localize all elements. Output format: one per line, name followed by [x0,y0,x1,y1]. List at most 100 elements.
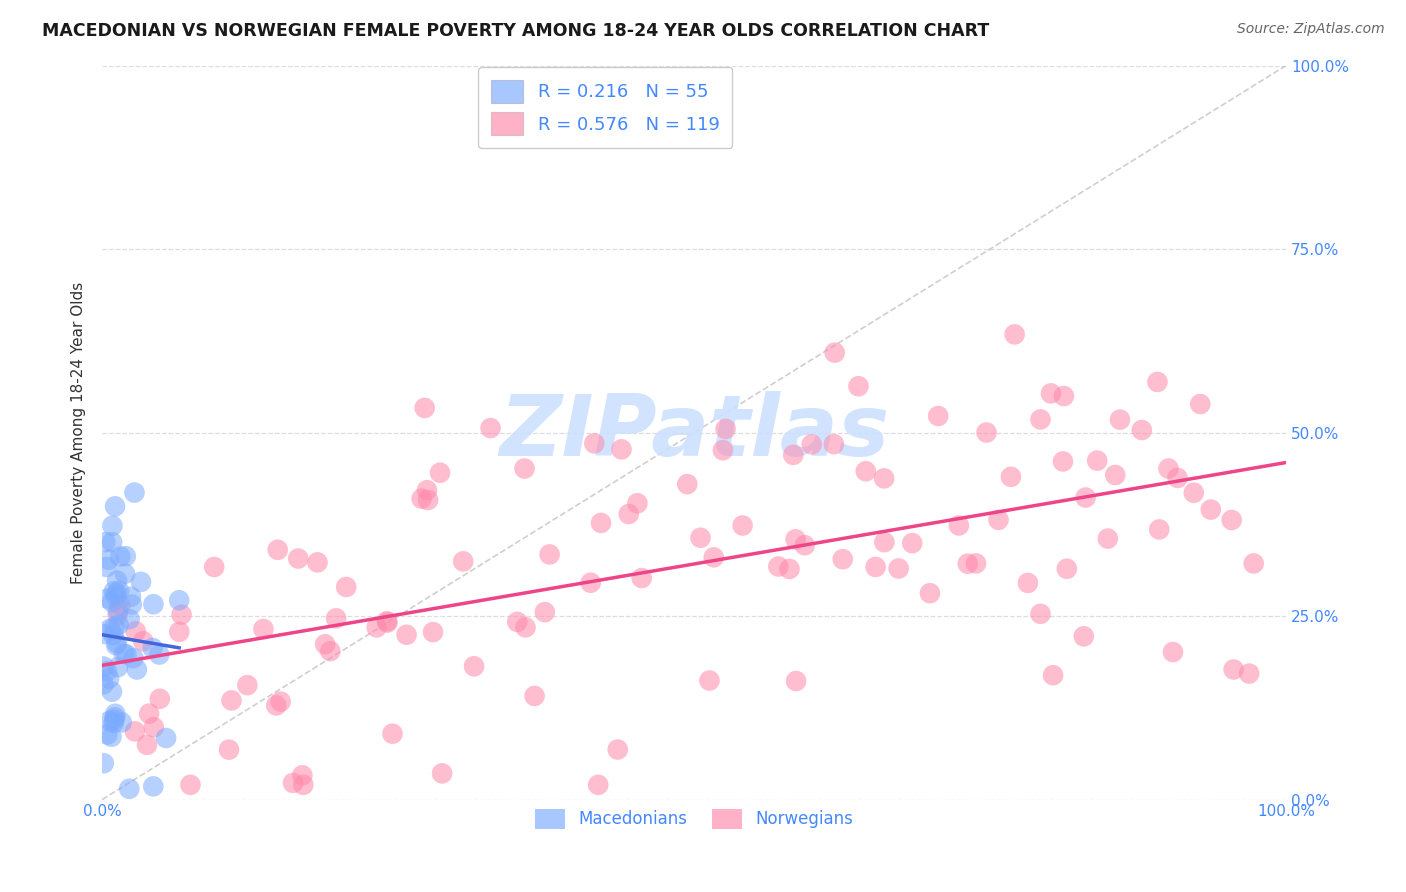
Point [606,742,628,756]
Point [422,625,444,640]
Point [96,665,118,679]
Point [155,731,177,745]
Point [319,644,342,658]
Point [793,538,815,552]
Text: ZIPatlas: ZIPatlas [499,391,889,474]
Point [142,597,165,611]
Point [120,590,142,604]
Point [1104,467,1126,482]
Point [94,535,117,549]
Point [125,663,148,677]
Point [100,730,122,744]
Point [1161,645,1184,659]
Point [583,436,606,450]
Point [1052,454,1074,468]
Point [167,593,190,607]
Point [96,560,118,574]
Point [887,561,910,575]
Point [731,518,754,533]
Point [523,689,546,703]
Point [111,715,134,730]
Point [221,693,243,707]
Point [377,615,399,630]
Point [148,648,170,662]
Point [785,673,807,688]
Point [1056,562,1078,576]
Point [307,555,329,569]
Point [987,513,1010,527]
Point [534,605,557,619]
Point [264,698,287,713]
Point [138,706,160,721]
Point [1097,532,1119,546]
Point [800,437,823,451]
Point [779,562,801,576]
Point [98,622,121,636]
Point [703,550,725,565]
Point [101,595,124,609]
Legend: Macedonians, Norwegians: Macedonians, Norwegians [529,803,860,835]
Text: MACEDONIAN VS NORWEGIAN FEMALE POVERTY AMONG 18-24 YEAR OLDS CORRELATION CHART: MACEDONIAN VS NORWEGIAN FEMALE POVERTY A… [42,22,990,40]
Point [1017,576,1039,591]
Text: Source: ZipAtlas.com: Source: ZipAtlas.com [1237,22,1385,37]
Point [114,566,136,581]
Point [586,778,609,792]
Point [202,560,225,574]
Point [506,615,529,629]
Point [101,518,124,533]
Point [1000,470,1022,484]
Point [121,598,143,612]
Point [291,768,314,782]
Point [292,778,315,792]
Point [976,425,998,440]
Point [1073,629,1095,643]
Point [107,660,129,674]
Point [129,574,152,589]
Point [1085,453,1108,467]
Point [610,442,633,457]
Point [948,518,970,533]
Point [699,673,721,688]
Point [617,507,640,521]
Point [267,542,290,557]
Point [98,714,121,728]
Point [824,345,846,359]
Point [965,557,987,571]
Point [114,549,136,564]
Point [1157,461,1180,475]
Point [124,724,146,739]
Point [179,778,201,792]
Point [107,607,129,622]
Point [676,477,699,491]
Point [104,500,127,514]
Point [110,599,132,613]
Point [1189,397,1212,411]
Point [104,706,127,721]
Point [112,647,135,661]
Point [381,726,404,740]
Point [873,471,896,485]
Point [538,548,561,562]
Point [1199,502,1222,516]
Point [1004,327,1026,342]
Point [335,580,357,594]
Point [252,622,274,636]
Point [325,611,347,625]
Point [101,684,124,698]
Point [429,466,451,480]
Point [873,535,896,549]
Point [93,677,115,691]
Point [107,617,129,632]
Point [170,607,193,622]
Point [768,559,790,574]
Point [1167,471,1189,485]
Point [714,422,737,436]
Point [103,713,125,727]
Point [105,636,128,650]
Point [711,443,734,458]
Point [93,756,115,771]
Point [589,516,612,530]
Point [103,584,125,599]
Point [104,710,127,724]
Point [115,648,138,662]
